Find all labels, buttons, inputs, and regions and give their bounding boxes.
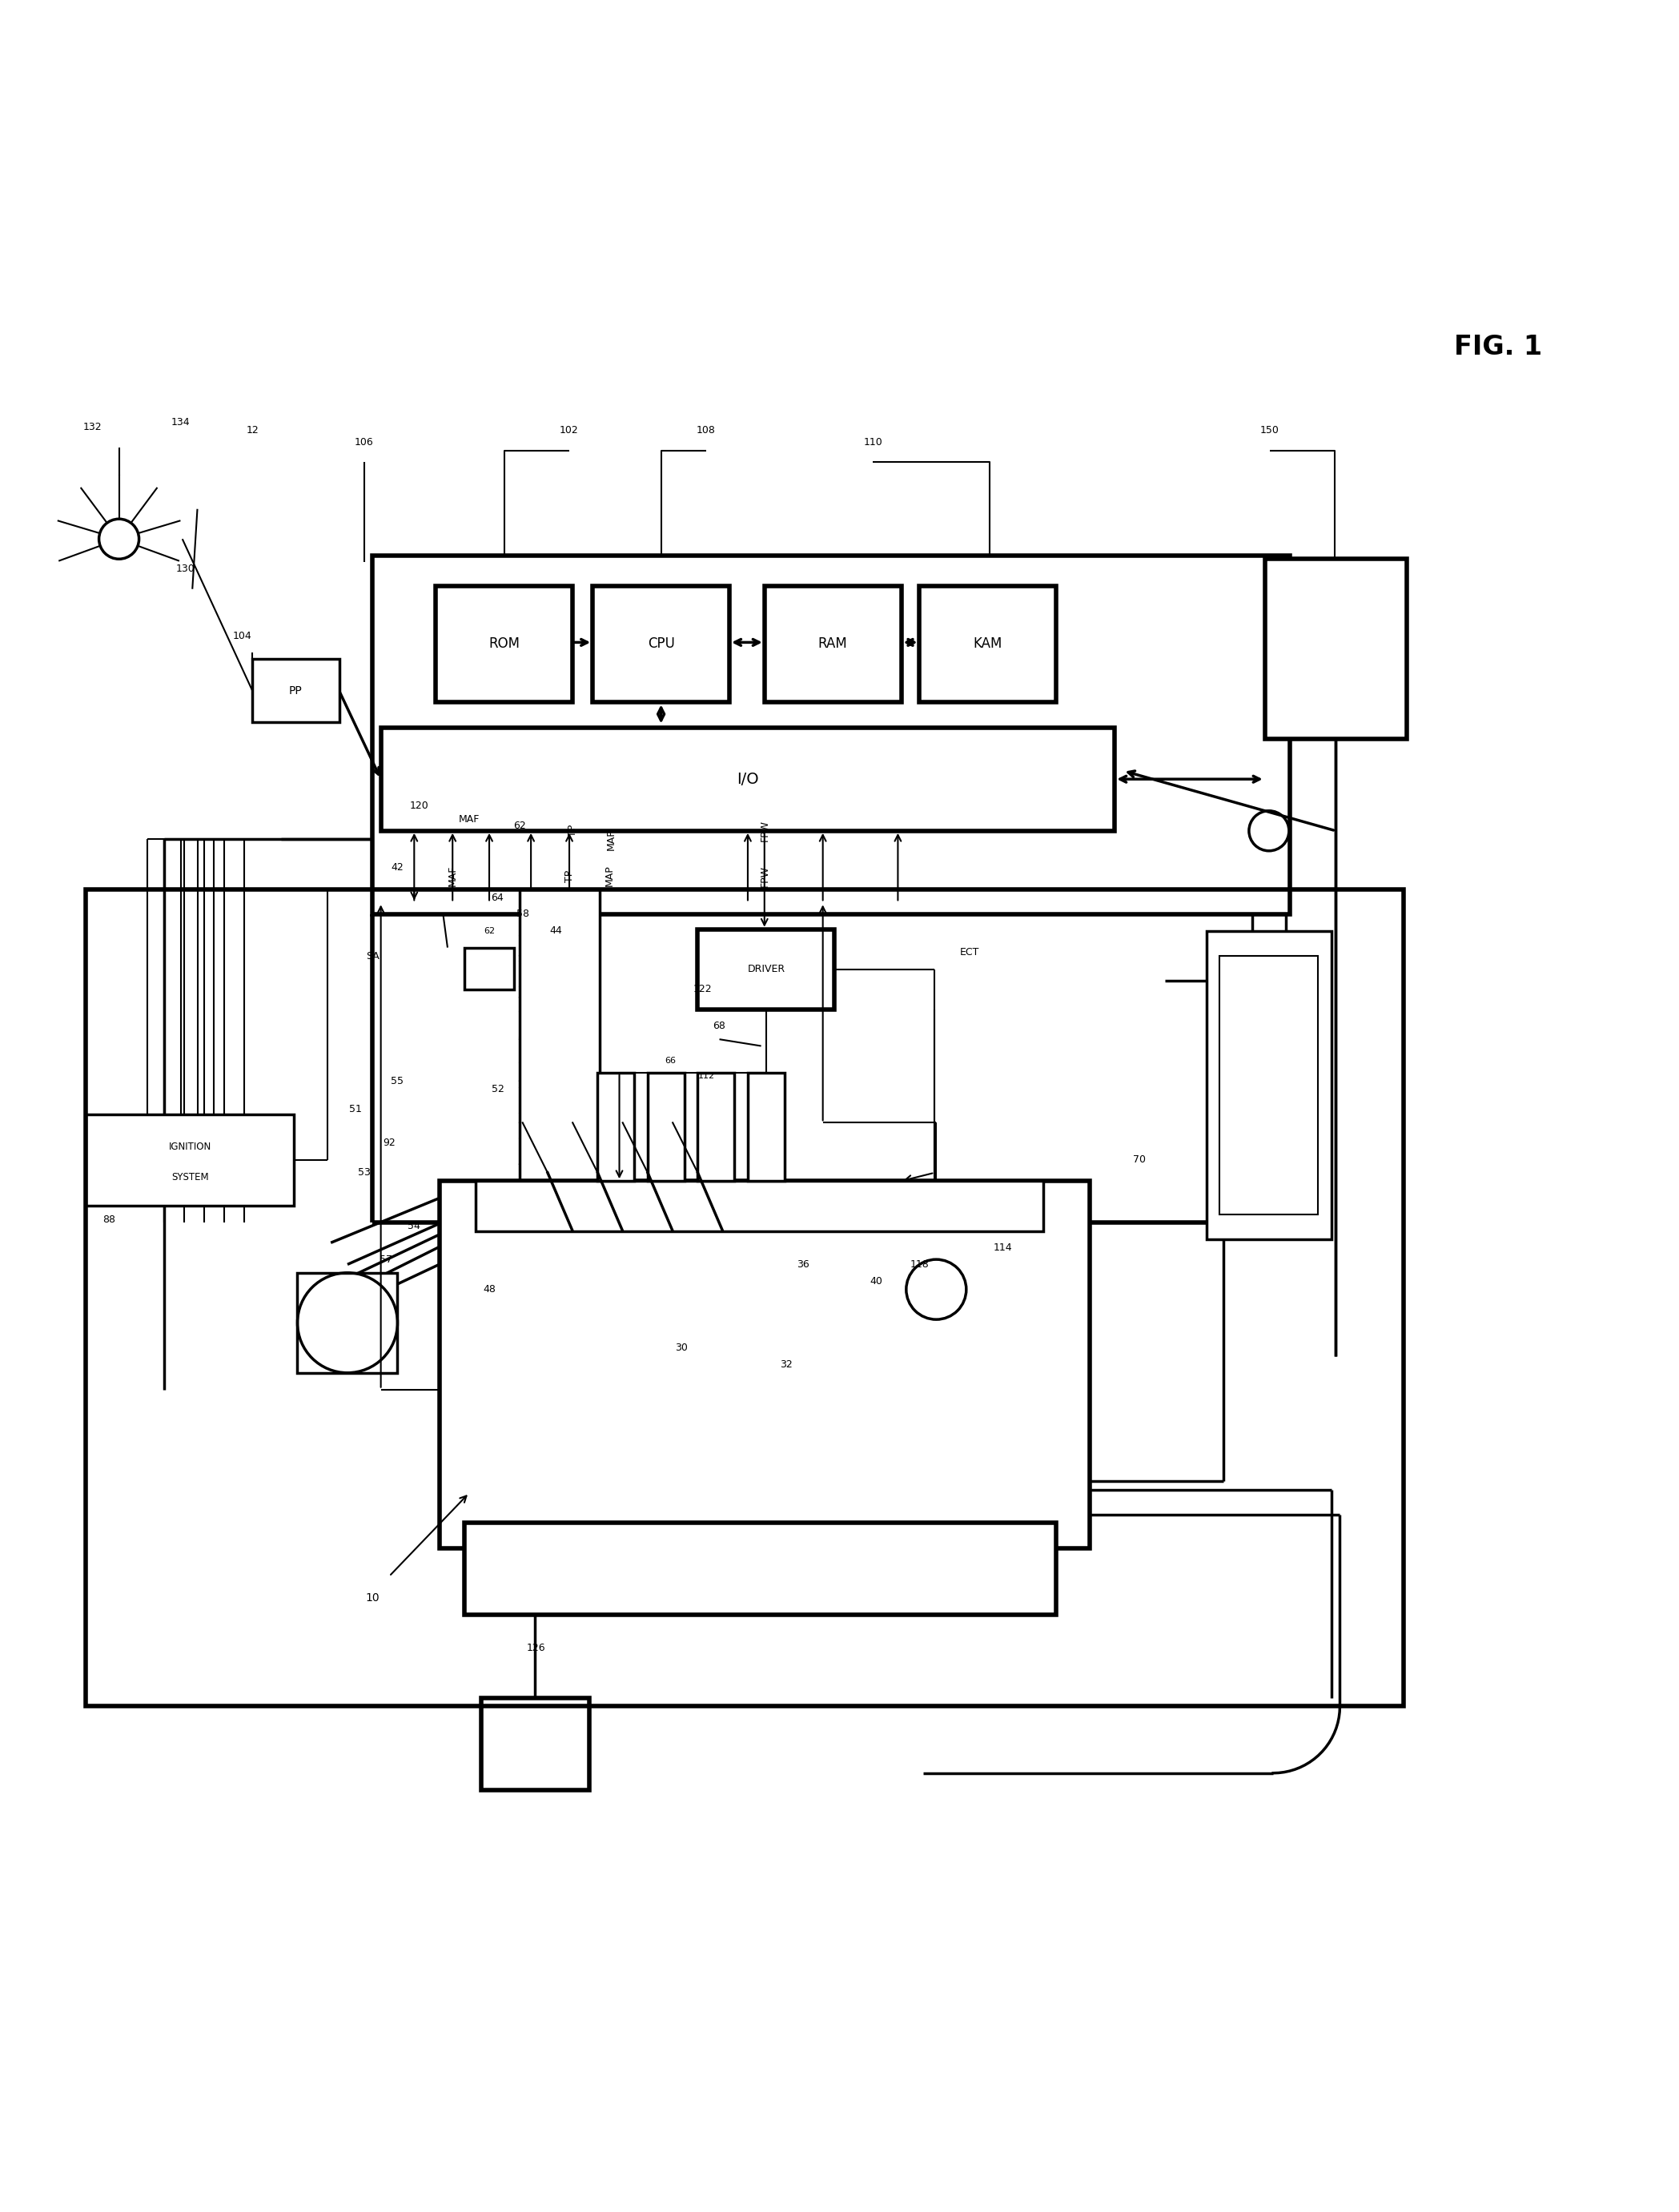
Text: 54: 54: [408, 1221, 420, 1232]
Bar: [381, 728, 1115, 832]
Text: 132: 132: [82, 422, 102, 434]
Text: ROM: ROM: [489, 637, 520, 650]
Text: 112: 112: [698, 1073, 715, 1079]
Text: SYSTEM: SYSTEM: [171, 1172, 208, 1181]
Bar: [463, 947, 514, 989]
Bar: [598, 1073, 635, 1181]
Text: 88: 88: [102, 1214, 116, 1225]
Text: 32: 32: [779, 1360, 792, 1369]
Text: 92: 92: [383, 1137, 396, 1148]
Text: 104: 104: [233, 630, 252, 641]
Text: 114: 114: [994, 1243, 1012, 1252]
Text: 130: 130: [176, 564, 195, 575]
Text: TP: TP: [568, 825, 578, 836]
Text: 62: 62: [484, 927, 495, 936]
Text: 66: 66: [665, 1057, 675, 1064]
Bar: [463, 1522, 1056, 1615]
Text: 48: 48: [484, 1285, 495, 1294]
Circle shape: [99, 520, 139, 560]
Text: 62: 62: [514, 821, 526, 832]
Text: MAF: MAF: [458, 814, 480, 825]
Text: PP: PP: [289, 686, 302, 697]
Text: 55: 55: [391, 1075, 405, 1086]
Text: 102: 102: [559, 425, 579, 436]
Bar: [252, 659, 339, 723]
Bar: [764, 586, 902, 703]
Text: RAM: RAM: [818, 637, 848, 650]
Text: 12: 12: [247, 425, 259, 436]
Text: 58: 58: [515, 909, 529, 920]
Text: MAF: MAF: [447, 865, 458, 887]
Text: 40: 40: [870, 1276, 883, 1287]
Text: MAP: MAP: [604, 865, 615, 887]
Text: 36: 36: [796, 1259, 809, 1270]
Bar: [437, 586, 573, 703]
Text: 126: 126: [527, 1644, 546, 1652]
Text: 108: 108: [697, 425, 715, 436]
Bar: [593, 586, 729, 703]
Text: KAM: KAM: [974, 637, 1002, 650]
Text: 30: 30: [675, 1343, 687, 1354]
Text: 118: 118: [910, 1259, 928, 1270]
Text: 42: 42: [391, 863, 405, 874]
Bar: [475, 1181, 1043, 1232]
Bar: [920, 586, 1056, 703]
Text: 53: 53: [358, 1168, 371, 1179]
Bar: [698, 929, 834, 1009]
Bar: [297, 1272, 398, 1374]
Text: SA: SA: [366, 951, 379, 960]
Text: FIG. 1: FIG. 1: [1454, 334, 1543, 361]
Text: 122: 122: [693, 984, 712, 995]
Text: 120: 120: [410, 801, 428, 812]
Text: 68: 68: [714, 1020, 725, 1031]
Bar: [1207, 931, 1331, 1239]
Bar: [1219, 956, 1318, 1214]
Text: 150: 150: [1261, 425, 1279, 436]
Text: IGNITION: IGNITION: [168, 1141, 212, 1152]
Text: ECT: ECT: [960, 947, 979, 958]
Bar: [86, 889, 1404, 1705]
Text: 52: 52: [492, 1084, 504, 1095]
Bar: [373, 555, 1289, 914]
Bar: [480, 1699, 589, 1790]
Text: 10: 10: [366, 1593, 379, 1604]
Text: 106: 106: [354, 438, 374, 447]
Text: FPW: FPW: [759, 821, 769, 841]
Text: 44: 44: [549, 925, 562, 936]
Text: CPU: CPU: [648, 637, 675, 650]
Text: 110: 110: [863, 438, 883, 447]
Text: 51: 51: [349, 1104, 363, 1115]
Bar: [1264, 560, 1407, 739]
Bar: [519, 889, 599, 1214]
Text: 70: 70: [1133, 1155, 1147, 1164]
Text: 134: 134: [171, 418, 190, 427]
Text: TP: TP: [564, 869, 574, 883]
Bar: [86, 1115, 294, 1206]
Text: 57: 57: [379, 1254, 393, 1265]
Circle shape: [1249, 812, 1289, 852]
Bar: [747, 1073, 784, 1181]
Text: DRIVER: DRIVER: [747, 964, 786, 975]
Bar: [648, 1073, 685, 1181]
Bar: [698, 1073, 734, 1181]
Text: FPW: FPW: [759, 865, 769, 887]
Text: MAP: MAP: [606, 830, 616, 849]
Text: I/O: I/O: [737, 772, 759, 787]
Text: 64: 64: [492, 891, 504, 902]
Bar: [440, 1181, 1090, 1548]
